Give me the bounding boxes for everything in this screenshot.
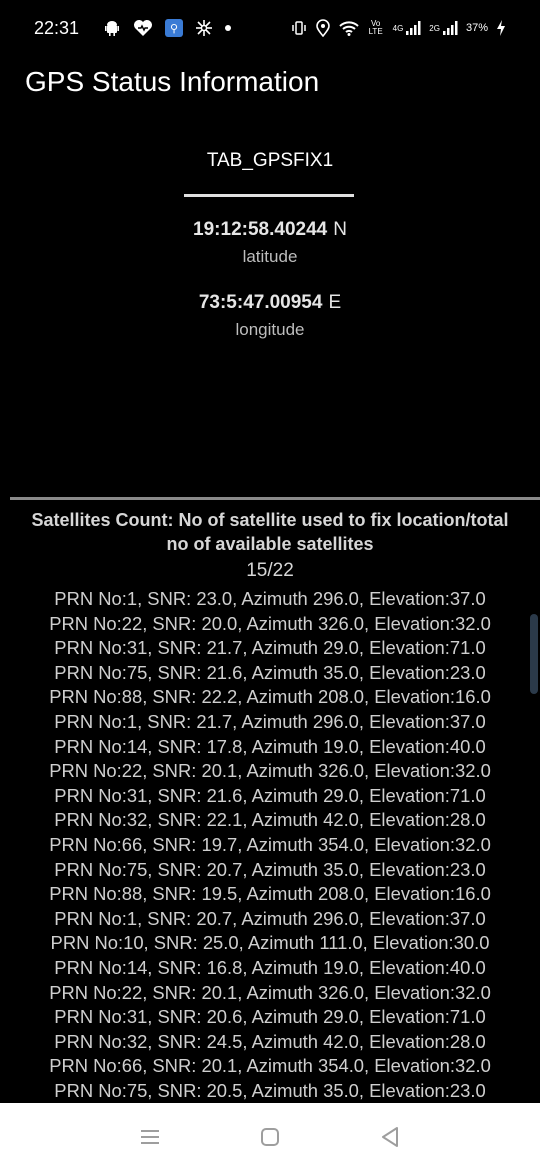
page-title: GPS Status Information — [25, 66, 320, 97]
satellite-row: PRN No:31, SNR: 20.6, Azimuth 29.0, Elev… — [54, 1006, 486, 1028]
volte-icon: Vo LTE — [368, 19, 383, 36]
menu-icon[interactable] — [130, 1117, 170, 1157]
signal-4g-icon: 4G — [393, 20, 422, 36]
location-icon — [315, 19, 331, 37]
satellite-row: PRN No:66, SNR: 20.1, Azimuth 354.0, Ele… — [49, 1055, 491, 1077]
status-right: Vo LTE 4G 2G 37% — [291, 19, 506, 37]
satellite-row: PRN No:1, SNR: 21.7, Azimuth 296.0, Elev… — [54, 710, 486, 732]
satellites-count-header: Satellites Count: No of satellite used t… — [0, 508, 540, 556]
longitude-value-line: 73:5:47.00954 E — [0, 292, 540, 314]
satellite-row: PRN No:22, SNR: 20.0, Azimuth 326.0, Ele… — [49, 612, 491, 634]
latitude-label: latitude — [242, 247, 298, 266]
home-icon[interactable] — [250, 1117, 290, 1157]
satellite-row: PRN No:75, SNR: 20.5, Azimuth 35.0, Elev… — [54, 1079, 486, 1101]
wifi-icon — [338, 20, 359, 36]
back-icon[interactable] — [370, 1117, 410, 1157]
satellite-row: PRN No:1, SNR: 23.0, Azimuth 296.0, Elev… — [54, 588, 486, 609]
satellite-row: PRN No:22, SNR: 20.1, Azimuth 326.0, Ele… — [49, 760, 491, 782]
satellite-row: PRN No:1, SNR: 20.7, Azimuth 296.0, Elev… — [54, 907, 486, 929]
scrollbar[interactable] — [530, 614, 538, 694]
status-time: 22:31 — [34, 17, 80, 38]
longitude-direction: E — [328, 292, 342, 313]
usb-icon: ⚲ — [165, 19, 184, 37]
latitude-direction: N — [333, 219, 347, 240]
satellites-count-value: 15/22 — [246, 560, 294, 581]
satellites-header-line1: Satellites Count: No of satellite used t… — [31, 510, 509, 530]
latitude-value: 19:12:58.40244 — [193, 219, 328, 240]
status-left: 22:31 ⚲ — [34, 17, 232, 39]
heart-icon — [133, 19, 153, 37]
android-debug-icon — [103, 19, 121, 37]
latitude-block: 19:12:58.40244 N latitude — [0, 219, 540, 267]
longitude-value: 73:5:47.00954 — [198, 292, 323, 313]
satellite-row: PRN No:10, SNR: 25.0, Azimuth 111.0, Ele… — [50, 932, 490, 954]
latitude-value-line: 19:12:58.40244 N — [0, 219, 540, 241]
charging-icon — [496, 20, 506, 36]
satellite-row: PRN No:31, SNR: 21.6, Azimuth 29.0, Elev… — [54, 784, 486, 806]
satellite-row: PRN No:66, SNR: 19.7, Azimuth 354.0, Ele… — [49, 833, 491, 855]
longitude-block: 73:5:47.00954 E longitude — [0, 292, 540, 340]
satellite-list[interactable]: PRN No:1, SNR: 23.0, Azimuth 296.0, Elev… — [0, 587, 540, 1103]
notification-dot-icon — [225, 25, 232, 31]
net2-label: 2G — [429, 23, 440, 33]
tab-bar: TAB_GPSFIX1 — [0, 150, 540, 197]
signal-2g-icon: 2G — [429, 20, 458, 36]
satellite-row: PRN No:75, SNR: 21.6, Azimuth 35.0, Elev… — [54, 661, 486, 683]
navigation-bar — [0, 1103, 540, 1170]
satellite-row: PRN No:75, SNR: 20.7, Azimuth 35.0, Elev… — [54, 858, 486, 880]
tab-indicator — [184, 194, 354, 197]
fan-icon — [195, 19, 213, 37]
tab-gpsfix1[interactable]: TAB_GPSFIX1 — [206, 150, 334, 171]
satellites-header-line2: no of available satellites — [166, 534, 374, 554]
satellite-row: PRN No:32, SNR: 22.1, Azimuth 42.0, Elev… — [54, 809, 486, 831]
longitude-label: longitude — [235, 320, 305, 339]
satellite-row: PRN No:88, SNR: 22.2, Azimuth 208.0, Ele… — [49, 686, 491, 708]
satellite-row: PRN No:88, SNR: 19.5, Azimuth 208.0, Ele… — [49, 883, 491, 905]
vibrate-icon — [291, 20, 307, 36]
satellite-row: PRN No:14, SNR: 16.8, Azimuth 19.0, Elev… — [54, 956, 486, 978]
satellite-row: PRN No:22, SNR: 20.1, Azimuth 326.0, Ele… — [49, 981, 491, 1003]
satellite-row: PRN No:31, SNR: 21.7, Azimuth 29.0, Elev… — [54, 637, 486, 659]
section-divider — [10, 497, 540, 500]
satellite-row: PRN No:32, SNR: 24.5, Azimuth 42.0, Elev… — [54, 1030, 486, 1052]
battery-percent: 37% — [465, 22, 488, 34]
status-bar: 22:31 ⚲ Vo LTE 4G 2G 37% — [0, 0, 540, 56]
satellite-row: PRN No:14, SNR: 17.8, Azimuth 19.0, Elev… — [54, 735, 486, 757]
net1-label: 4G — [392, 23, 404, 33]
